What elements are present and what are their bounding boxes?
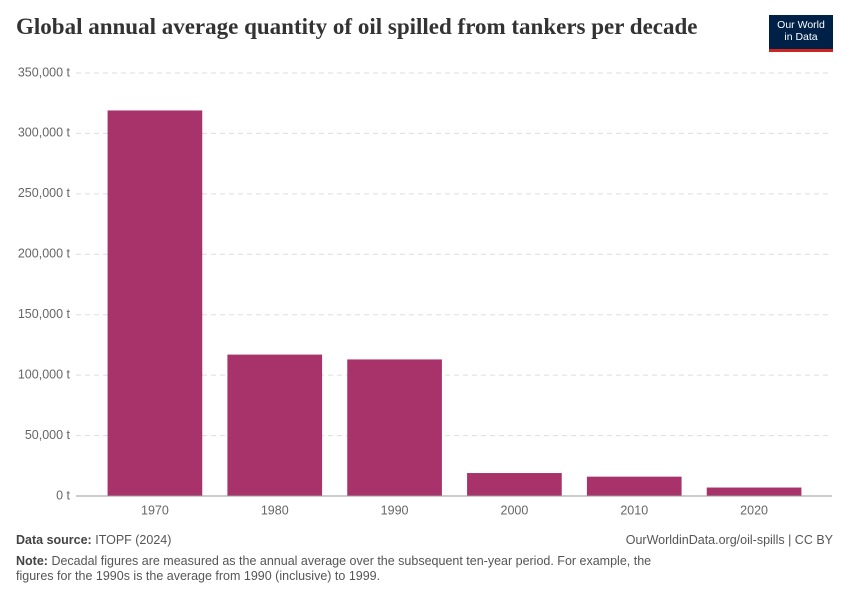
x-tick-label: 2000 (501, 503, 529, 517)
x-tick-label: 2020 (740, 503, 768, 517)
logo[interactable]: Our World in Data (769, 15, 833, 52)
bar (586, 476, 682, 496)
bar (467, 473, 562, 496)
y-tick-label: 50,000 t (25, 428, 71, 442)
note-text: Decadal figures are measured as the annu… (16, 554, 652, 583)
x-tick-label: 2010 (620, 503, 648, 517)
bar (227, 354, 323, 496)
y-tick-label: 100,000 t (18, 367, 71, 381)
y-tick-label: 0 t (56, 488, 70, 502)
x-tick-label: 1990 (381, 503, 409, 517)
chart-title: Global annual average quantity of oil sp… (16, 14, 698, 39)
bar (706, 487, 802, 496)
source: Data source: ITOPF (2024) (16, 533, 171, 547)
logo-line: Our World (777, 19, 825, 31)
note-label: Note: (16, 554, 48, 568)
y-tick-label: 300,000 t (18, 126, 71, 140)
chart: 0 t 50,000 t 100,000 t 150,000 t 200,000 t 25… (18, 65, 832, 517)
y-tick-label: 350,000 t (18, 65, 71, 79)
url[interactable]: OurWorldinData.org/oil-spills | CC BY (625, 533, 833, 547)
y-tick-label: 150,000 t (18, 307, 71, 321)
x-tick-label: 1970 (141, 503, 169, 517)
x-tick-label: 1980 (261, 503, 289, 517)
bar (107, 110, 203, 497)
source-text: ITOPF (2024) (95, 533, 172, 547)
note: Note: Decadal figures are measured as th… (16, 554, 676, 584)
y-tick-label: 250,000 t (18, 186, 71, 200)
logo-line: in Data (784, 31, 818, 43)
bar (347, 359, 442, 496)
y-tick-label: 200,000 t (18, 247, 71, 261)
source-label: Data source: (16, 533, 92, 547)
